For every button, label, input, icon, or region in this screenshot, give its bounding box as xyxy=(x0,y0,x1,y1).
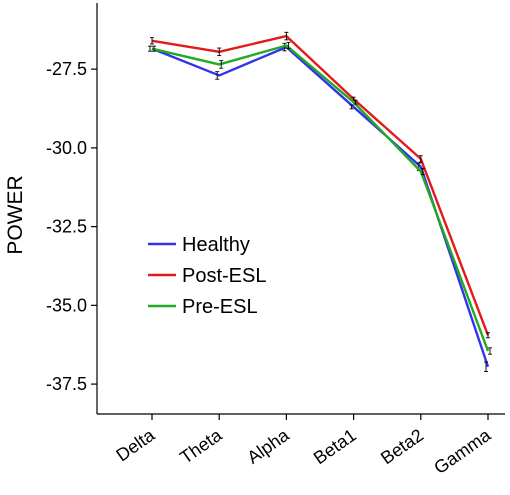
error-bar xyxy=(284,31,289,41)
error-bar xyxy=(486,332,490,339)
error-bar xyxy=(418,155,423,163)
error-bar xyxy=(219,60,224,69)
series-line xyxy=(151,34,490,336)
x-tick-label: Beta1 xyxy=(310,425,360,468)
y-tick-label: -35.0 xyxy=(46,295,87,315)
error-bar xyxy=(215,71,220,80)
legend-item: Pre-ESL xyxy=(148,296,258,318)
y-axis-ticks: -27.5 -30.0 -32.5 -35.0 -37.5 xyxy=(46,59,97,394)
x-tick-label: Beta2 xyxy=(377,425,427,468)
series-post-esl xyxy=(150,31,490,339)
series-healthy xyxy=(148,42,490,372)
y-tick-label: -37.5 xyxy=(46,374,87,394)
y-axis-title: POWER xyxy=(4,175,27,254)
legend-item: Healthy xyxy=(148,234,250,256)
x-tick-label: Theta xyxy=(176,424,226,467)
legend-label: Healthy xyxy=(182,234,250,256)
error-bar xyxy=(353,99,358,105)
error-bar xyxy=(420,167,425,176)
legend: Healthy Post-ESL Pre-ESL xyxy=(148,234,266,318)
error-bar xyxy=(148,45,152,52)
series-line xyxy=(151,44,490,352)
series-pre-esl xyxy=(151,41,492,355)
error-bar xyxy=(150,37,154,45)
error-bar xyxy=(484,361,488,372)
series-layer xyxy=(148,31,492,372)
error-bar xyxy=(349,104,354,110)
legend-label: Post-ESL xyxy=(182,265,266,287)
x-tick-label: Gamma xyxy=(430,424,495,478)
y-tick-label: -30.0 xyxy=(46,138,87,158)
axes xyxy=(96,3,505,415)
error-bar xyxy=(488,347,492,355)
y-tick-label: -32.5 xyxy=(46,217,87,237)
legend-item: Post-ESL xyxy=(148,265,266,287)
error-bar xyxy=(217,47,222,57)
x-tick-label: Delta xyxy=(112,424,159,465)
x-axis-ticks: Delta Theta Alpha Beta1 Beta2 Gamma xyxy=(112,414,495,478)
error-bar xyxy=(152,45,156,52)
legend-label: Pre-ESL xyxy=(182,296,258,318)
series-line xyxy=(151,45,490,368)
error-bar xyxy=(286,41,291,50)
y-tick-label: -27.5 xyxy=(46,59,87,79)
x-tick-label: Alpha xyxy=(244,424,294,467)
